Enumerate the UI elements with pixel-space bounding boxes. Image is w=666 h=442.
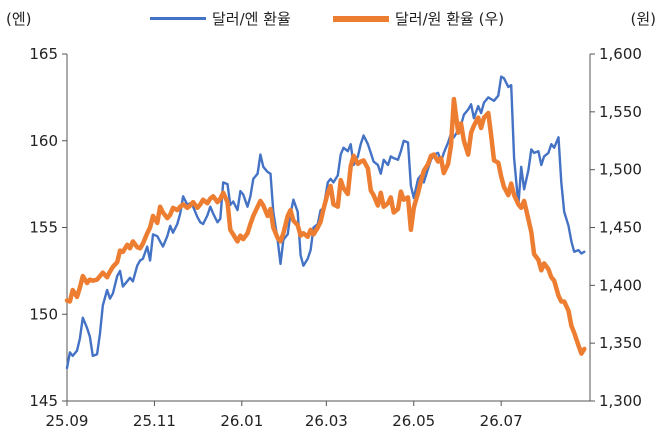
legend-label-usd-krw: 달러/원 환율 (우)	[395, 10, 505, 28]
y-left-tick-label: 145	[29, 392, 58, 410]
legend-item-usd-krw: 달러/원 환율 (우)	[333, 8, 504, 29]
y-right-tick-label: 1,400	[599, 276, 642, 294]
series-layer	[64, 75, 587, 370]
y-right-tick-label: 1,350	[599, 334, 642, 352]
x-tick-label: 26.05	[392, 412, 435, 430]
x-tick-label: 26.01	[220, 412, 263, 430]
x-tick-label: 25.09	[46, 412, 89, 430]
y-right-tick-label: 1,450	[599, 219, 642, 237]
legend-label-usd-jpy: 달러/엔 환율	[212, 10, 291, 28]
series-line-usd-jpy	[65, 75, 586, 370]
axes	[62, 53, 595, 406]
y-right-tick-label: 1,600	[599, 45, 642, 63]
left-axis-unit: (엔)	[6, 10, 32, 28]
y-right-tick-label: 1,550	[599, 103, 642, 121]
legend-swatch-usd-jpy	[150, 17, 206, 20]
x-tick-label: 26.03	[305, 412, 348, 430]
x-tick-label: 25.11	[133, 412, 176, 430]
y-left-tick-label: 160	[29, 132, 58, 150]
right-axis-unit: (원)	[630, 10, 656, 28]
y-right-tick-label: 1,500	[599, 161, 642, 179]
y-right-tick-label: 1,300	[599, 392, 642, 410]
y-left-tick-label: 165	[29, 45, 58, 63]
legend-swatch-usd-krw	[333, 15, 389, 22]
y-left-tick-label: 155	[29, 219, 58, 237]
y-left-tick-label: 150	[29, 305, 58, 323]
series-line-usd-krw	[64, 96, 587, 356]
tick-labels: 165 160 155 150 145 1,600 1,550 1,500 1,450 1,400…	[29, 45, 642, 430]
legend-item-usd-jpy: 달러/엔 환율	[150, 8, 291, 29]
x-tick-label: 26.07	[480, 412, 523, 430]
